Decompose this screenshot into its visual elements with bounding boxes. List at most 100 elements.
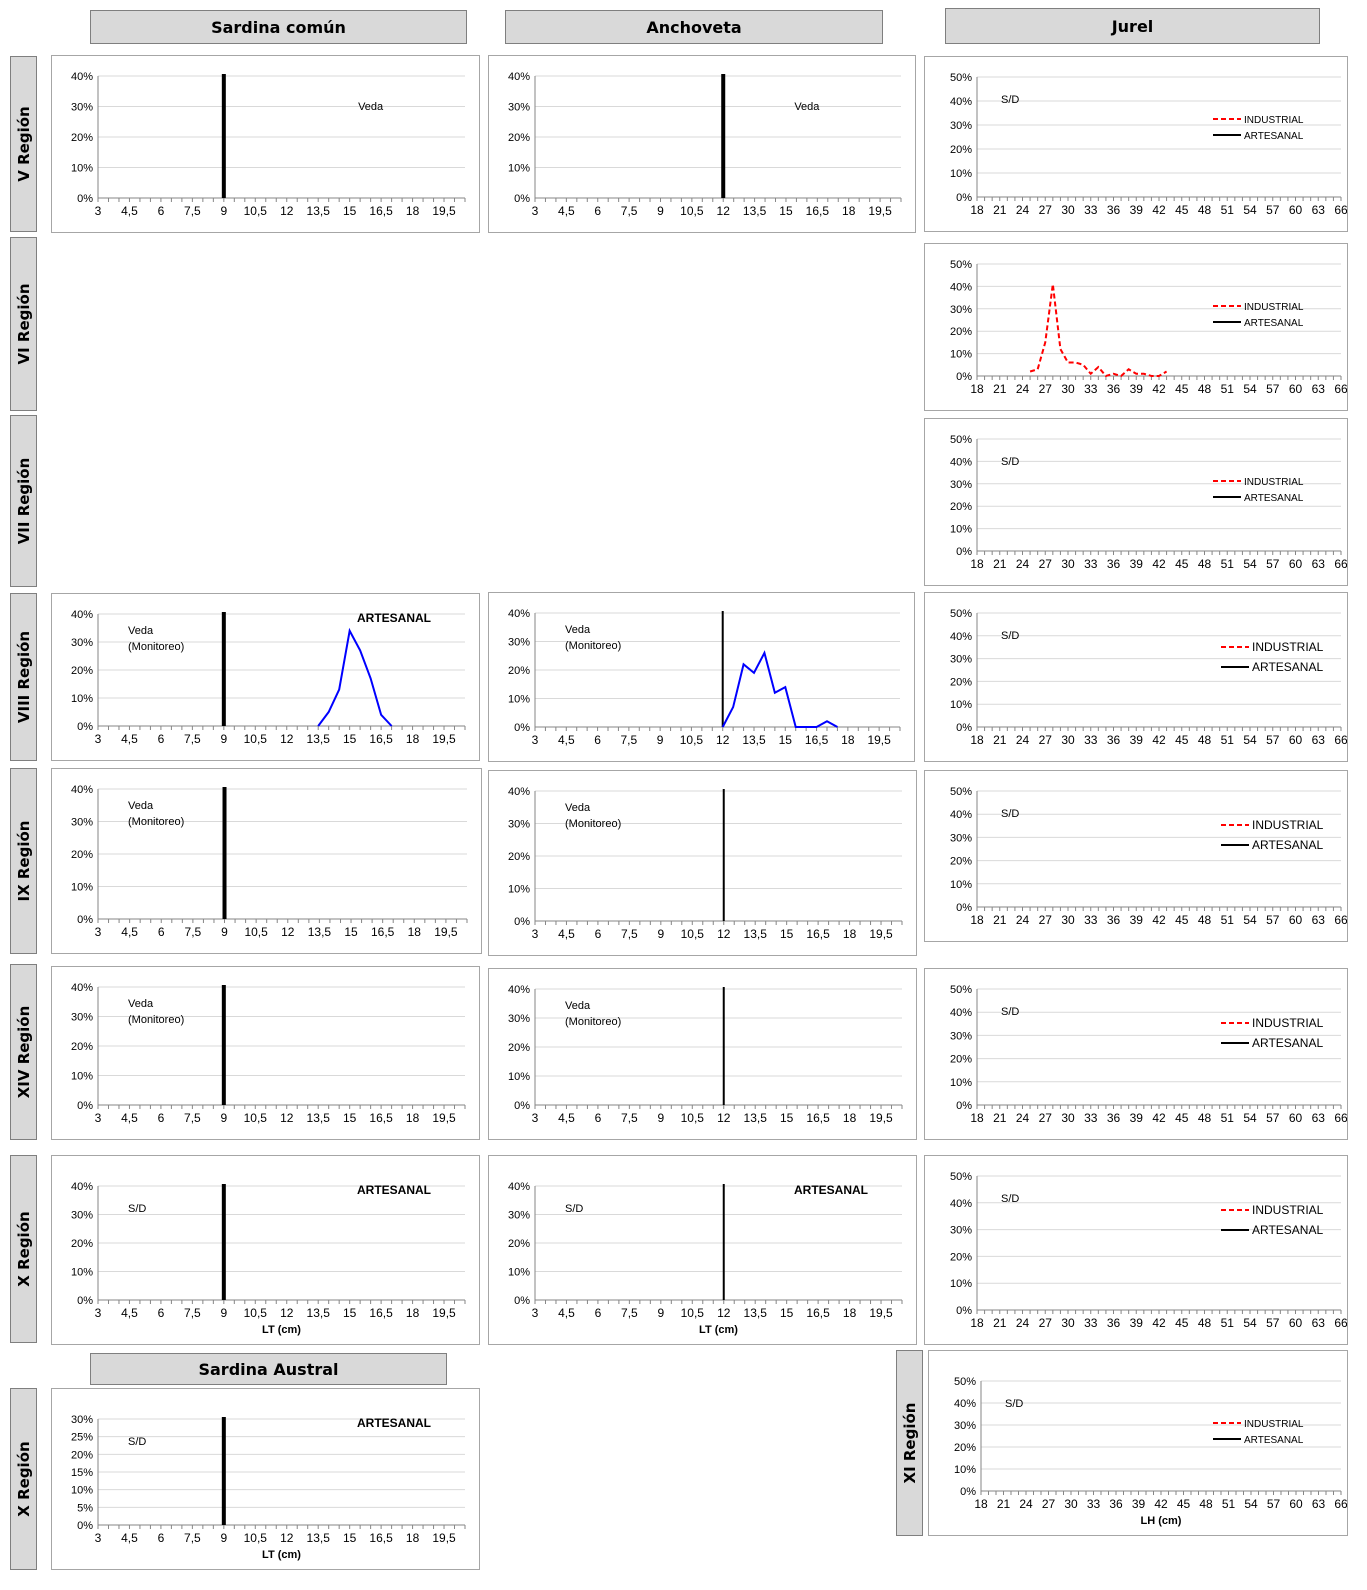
x-tick-label: 3: [95, 1531, 102, 1545]
annotation-veda: Veda: [565, 624, 591, 636]
chart-jurel-vi: 0% 10% 20% 30% 40% 50% 18 21 24 27 30 33 36 39 42 45 48 5…: [924, 243, 1348, 411]
x-tick-label: 12: [717, 204, 731, 218]
y-tick-label: 40%: [71, 1181, 93, 1193]
y-tick-label: 20%: [508, 851, 530, 863]
y-tick-label: 30%: [508, 1210, 530, 1222]
x-tick-label: 15: [344, 925, 358, 939]
y-tick-label: 40%: [954, 1398, 976, 1410]
y-tick-label: 0%: [77, 914, 93, 926]
chart-jurel-v: 0% 10% 20% 30% 40% 50% 18 21 24 27 30 33 36 39 42 45 48 5…: [924, 56, 1348, 232]
y-tick-label: 30%: [950, 1225, 972, 1237]
chart-svg: 0% 10% 20% 30% 40% 3 4,5 6 7,5 9 10,5 12 13,5 15 16,5 1…: [71, 1181, 466, 1336]
x-tick-label: 39: [1130, 733, 1144, 747]
x-tick-label: 60: [1289, 913, 1303, 927]
region-label-x: X Región: [10, 1155, 37, 1343]
x-tick-label: 66: [1334, 733, 1347, 747]
x-tick-label: 66: [1334, 1316, 1347, 1330]
x-tick-label: 19,5: [869, 1306, 893, 1320]
y-tick-label: 40%: [950, 96, 972, 108]
x-tick-label: 18: [842, 204, 856, 218]
annotation-sd: S/D: [1001, 630, 1019, 642]
chart-jurel-viii: 0% 10% 20% 30% 40% 50% 18 21 24 27 30 33 36 39 42 45 48 5…: [924, 592, 1348, 762]
x-tick-label: 30: [1061, 1316, 1075, 1330]
x-tick-label: 54: [1243, 1111, 1257, 1125]
y-tick-label: 30%: [71, 817, 93, 829]
y-tick-label: 0%: [514, 916, 530, 928]
x-tick-label: 10,5: [244, 1306, 268, 1320]
y-tick-label: 20%: [950, 1251, 972, 1263]
x-tick-label: 18: [843, 1111, 857, 1125]
annotation-artesanal: ARTESANAL: [357, 1183, 431, 1197]
x-tick-label: 24: [1016, 733, 1030, 747]
x-tick-label: 16,5: [369, 1306, 393, 1320]
annotation-sd: S/D: [1001, 808, 1019, 820]
y-tick-label: 50%: [950, 984, 972, 996]
chart-anchoveta-v: 0% 10% 20% 30% 40% 3 4,5 6 7,5 9 10,5 12 13,5 15 16,5 1…: [488, 55, 916, 233]
x-tick-label: 63: [1312, 1497, 1326, 1511]
y-tick-label: 0%: [960, 1486, 976, 1498]
legend-industrial-label: INDUSTRIAL: [1244, 477, 1304, 488]
x-tick-label: 63: [1312, 203, 1326, 217]
x-tick-label: 19,5: [869, 927, 893, 941]
x-tick-label: 4,5: [121, 1306, 138, 1320]
chart-sardina-xiv: 0% 10% 20% 30% 40% 3 4,5 6 7,5 9 10,5 12 13,5 15 16,5 1…: [51, 966, 480, 1140]
y-tick-label: 50%: [950, 259, 972, 271]
y-tick-label: 50%: [950, 434, 972, 446]
x-tick-label: 4,5: [121, 1111, 138, 1125]
legend-artesanal-label: ARTESANAL: [1252, 1223, 1323, 1237]
x-tick-label: 63: [1312, 382, 1326, 396]
y-tick-label: 15%: [71, 1467, 93, 1479]
x-tick-label: 10,5: [681, 1111, 705, 1125]
x-tick-label: 45: [1177, 1497, 1191, 1511]
y-tick-label: 30%: [71, 1012, 93, 1024]
x-tick-label: 42: [1152, 557, 1166, 571]
x-tick-label: 27: [1039, 1111, 1053, 1125]
y-tick-label: 40%: [71, 982, 93, 994]
x-tick-label: 19,5: [867, 733, 891, 747]
x-tick-label: 36: [1107, 1111, 1121, 1125]
y-tick-label: 20%: [508, 1042, 530, 1054]
x-tick-label: 54: [1243, 382, 1257, 396]
y-tick-label: 0%: [956, 722, 972, 734]
x-tick-label: 48: [1198, 1316, 1212, 1330]
chart-anchoveta-ix: 0% 10% 20% 30% 40% 3 4,5 6 7,5 9 10,5 12 13,5 15 16,5 1…: [488, 770, 917, 956]
y-tick-label: 0%: [77, 721, 93, 733]
chart-svg: 0% 10% 20% 30% 40% 50% 18 21 24 27 30 33 36 39 42 45 48 5…: [950, 72, 1347, 217]
x-tick-label: 48: [1198, 733, 1212, 747]
x-tick-label: 30: [1061, 913, 1075, 927]
x-tick-label: 18: [406, 732, 420, 746]
x-tick-label: 33: [1084, 557, 1098, 571]
x-tick-label: 13,5: [744, 1306, 768, 1320]
y-tick-label: 10%: [950, 349, 972, 361]
x-tick-label: 36: [1107, 913, 1121, 927]
x-tick-label: 13,5: [743, 204, 767, 218]
y-tick-label: 40%: [950, 1007, 972, 1019]
chart-svg: 0% 10% 20% 30% 40% 50% 18 21 24 27 30 33 36 39 42 45 48 5…: [950, 984, 1347, 1125]
x-tick-label: 36: [1107, 557, 1121, 571]
x-tick-label: 16,5: [806, 1306, 830, 1320]
chart-svg: 0% 10% 20% 30% 40% 3 4,5 6 7,5 9 10,5 12 13,5 15 16,5 1…: [71, 71, 466, 218]
x-tick-label: 4,5: [121, 925, 138, 939]
y-tick-label: 20%: [71, 1238, 93, 1250]
y-tick-label: 10%: [71, 1267, 93, 1279]
x-tick-label: 60: [1289, 1111, 1303, 1125]
chart-svg: 0% 10% 20% 30% 40% 3 4,5 6 7,5 9 10,5 12 13,5 15 16,5 1…: [508, 71, 902, 218]
legend-industrial-label: INDUSTRIAL: [1244, 115, 1304, 126]
x-tick-label: 13,5: [307, 1306, 331, 1320]
y-tick-label: 40%: [508, 786, 530, 798]
y-tick-label: 40%: [950, 281, 972, 293]
y-tick-label: 20%: [71, 849, 93, 861]
chart-sardina-v: 0% 10% 20% 30% 40% 3 4,5 6 7,5 9 10,5 12 13,5 15 16,5 1…: [51, 55, 480, 233]
x-tick-label: 4,5: [558, 1306, 575, 1320]
x-tick-label: 6: [158, 925, 165, 939]
x-tick-label: 51: [1221, 203, 1235, 217]
x-tick-label: 16,5: [371, 925, 395, 939]
chart-svg: 0% 10% 20% 30% 40% 3 4,5 6 7,5 9 10,5 12 13,5 15 16,5 1…: [71, 784, 468, 939]
y-tick-label: 10%: [950, 168, 972, 180]
x-tick-label: 12: [281, 925, 295, 939]
x-tick-label: 33: [1084, 733, 1098, 747]
x-tick-label: 15: [343, 1111, 357, 1125]
y-tick-label: 20%: [71, 1041, 93, 1053]
y-tick-label: 0%: [77, 1520, 93, 1532]
y-tick-label: 20%: [71, 1449, 93, 1461]
